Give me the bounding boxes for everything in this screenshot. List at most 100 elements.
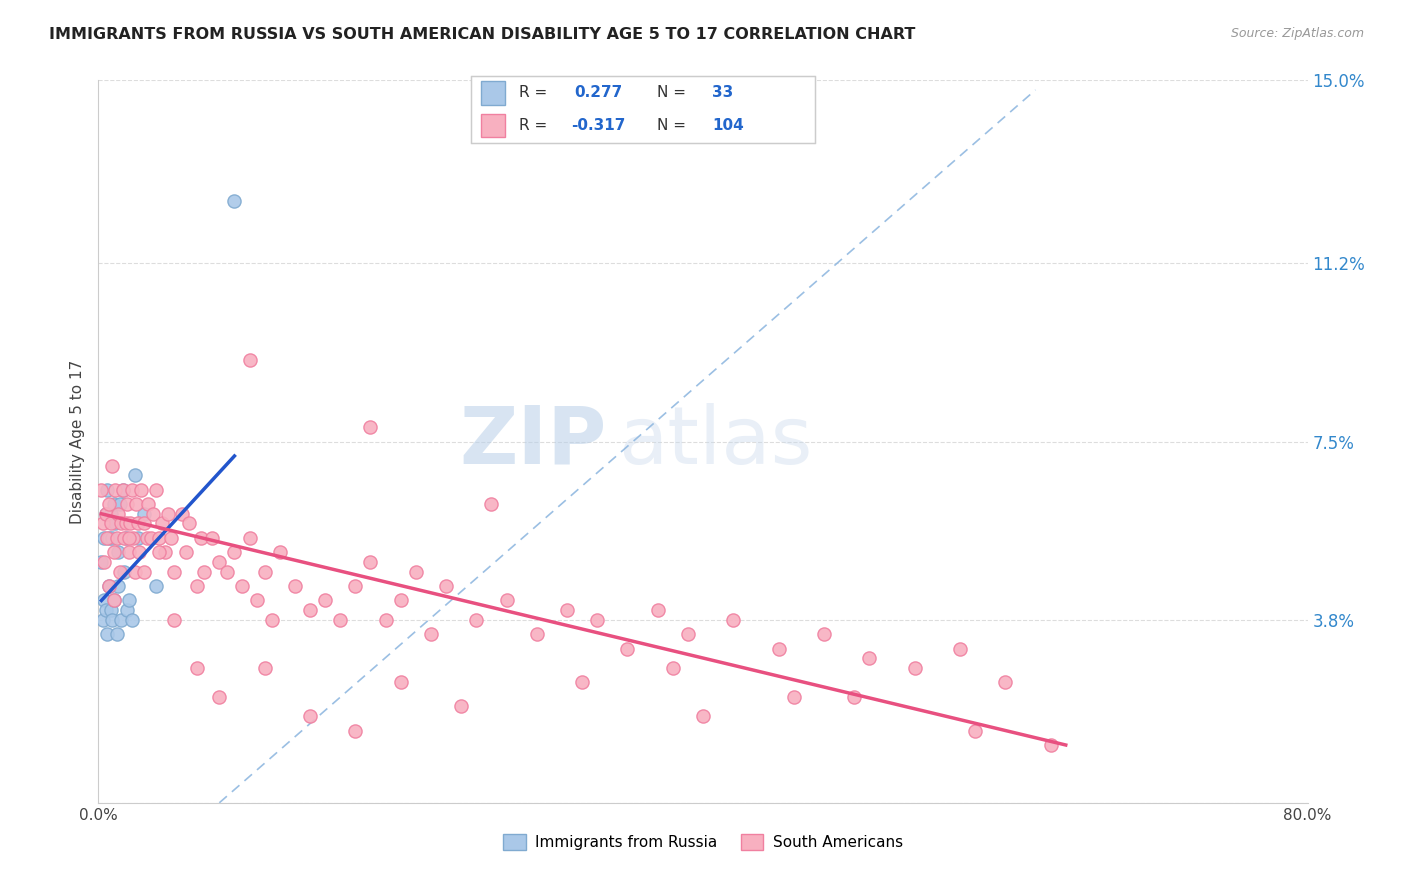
Point xyxy=(141,531,163,545)
Point xyxy=(103,593,125,607)
Point xyxy=(115,497,138,511)
Point xyxy=(231,579,253,593)
Point xyxy=(148,531,170,545)
Point xyxy=(105,531,128,545)
Point xyxy=(132,507,155,521)
Point xyxy=(389,593,412,607)
Point xyxy=(136,497,159,511)
Point xyxy=(96,531,118,545)
Point xyxy=(186,661,208,675)
Point xyxy=(374,613,396,627)
Point xyxy=(239,352,262,367)
Point xyxy=(844,690,866,704)
Point xyxy=(661,661,683,675)
Point xyxy=(94,507,117,521)
Point xyxy=(91,613,114,627)
Point xyxy=(208,690,231,704)
Point xyxy=(329,613,352,627)
Point xyxy=(127,531,149,545)
Point xyxy=(121,613,143,627)
Point xyxy=(150,516,173,531)
Point xyxy=(224,545,246,559)
Point xyxy=(420,627,443,641)
Point xyxy=(93,555,115,569)
Text: Source: ZipAtlas.com: Source: ZipAtlas.com xyxy=(1230,27,1364,40)
Point xyxy=(96,483,118,497)
Point xyxy=(103,545,125,559)
FancyBboxPatch shape xyxy=(481,114,506,137)
Point xyxy=(555,603,578,617)
Point xyxy=(224,194,246,208)
Text: N =: N = xyxy=(657,118,690,133)
Point xyxy=(481,497,503,511)
Point xyxy=(148,545,170,559)
Point xyxy=(692,709,714,723)
Point xyxy=(269,545,291,559)
Point xyxy=(110,516,132,531)
Point xyxy=(768,641,790,656)
Point xyxy=(120,516,142,531)
Point xyxy=(994,675,1017,690)
Text: IMMIGRANTS FROM RUSSIA VS SOUTH AMERICAN DISABILITY AGE 5 TO 17 CORRELATION CHAR: IMMIGRANTS FROM RUSSIA VS SOUTH AMERICAN… xyxy=(49,27,915,42)
Point xyxy=(160,531,183,545)
Point xyxy=(105,627,128,641)
Point xyxy=(118,593,141,607)
Point xyxy=(128,545,150,559)
FancyBboxPatch shape xyxy=(481,81,506,104)
Point xyxy=(94,603,117,617)
Point xyxy=(201,531,224,545)
Point xyxy=(91,516,114,531)
Point xyxy=(129,483,152,497)
Point xyxy=(100,507,122,521)
Point xyxy=(526,627,548,641)
Point xyxy=(132,516,155,531)
Point xyxy=(1039,738,1062,752)
Point xyxy=(124,468,146,483)
Point xyxy=(465,613,488,627)
Point xyxy=(121,483,143,497)
Point xyxy=(101,531,124,545)
Point xyxy=(170,507,193,521)
Point xyxy=(253,661,276,675)
Point xyxy=(450,699,472,714)
Point xyxy=(112,565,135,579)
Point xyxy=(190,531,212,545)
Point xyxy=(647,603,669,617)
Point xyxy=(111,483,134,497)
Point xyxy=(101,458,124,473)
Point xyxy=(253,565,276,579)
Point xyxy=(405,565,427,579)
Text: atlas: atlas xyxy=(619,402,813,481)
Point xyxy=(344,579,367,593)
Point xyxy=(93,593,115,607)
Point xyxy=(96,627,118,641)
Point xyxy=(360,420,382,434)
Text: ZIP: ZIP xyxy=(458,402,606,481)
Point xyxy=(115,603,138,617)
Point xyxy=(98,579,121,593)
Point xyxy=(145,483,167,497)
Point xyxy=(122,531,145,545)
Point xyxy=(723,613,745,627)
Point xyxy=(783,690,806,704)
Point xyxy=(616,641,638,656)
Point xyxy=(153,545,176,559)
Point xyxy=(93,531,115,545)
Point xyxy=(262,613,284,627)
Point xyxy=(125,497,148,511)
Point xyxy=(103,593,125,607)
Point xyxy=(314,593,336,607)
Point xyxy=(208,555,231,569)
Point xyxy=(813,627,835,641)
Point xyxy=(118,531,141,545)
Point xyxy=(965,723,987,738)
Point xyxy=(344,723,367,738)
Text: R =: R = xyxy=(519,118,553,133)
Point xyxy=(239,531,262,545)
Point xyxy=(186,579,208,593)
Point xyxy=(98,497,121,511)
Point xyxy=(135,531,157,545)
Point xyxy=(90,483,112,497)
Point xyxy=(586,613,609,627)
Text: 0.277: 0.277 xyxy=(575,86,623,101)
